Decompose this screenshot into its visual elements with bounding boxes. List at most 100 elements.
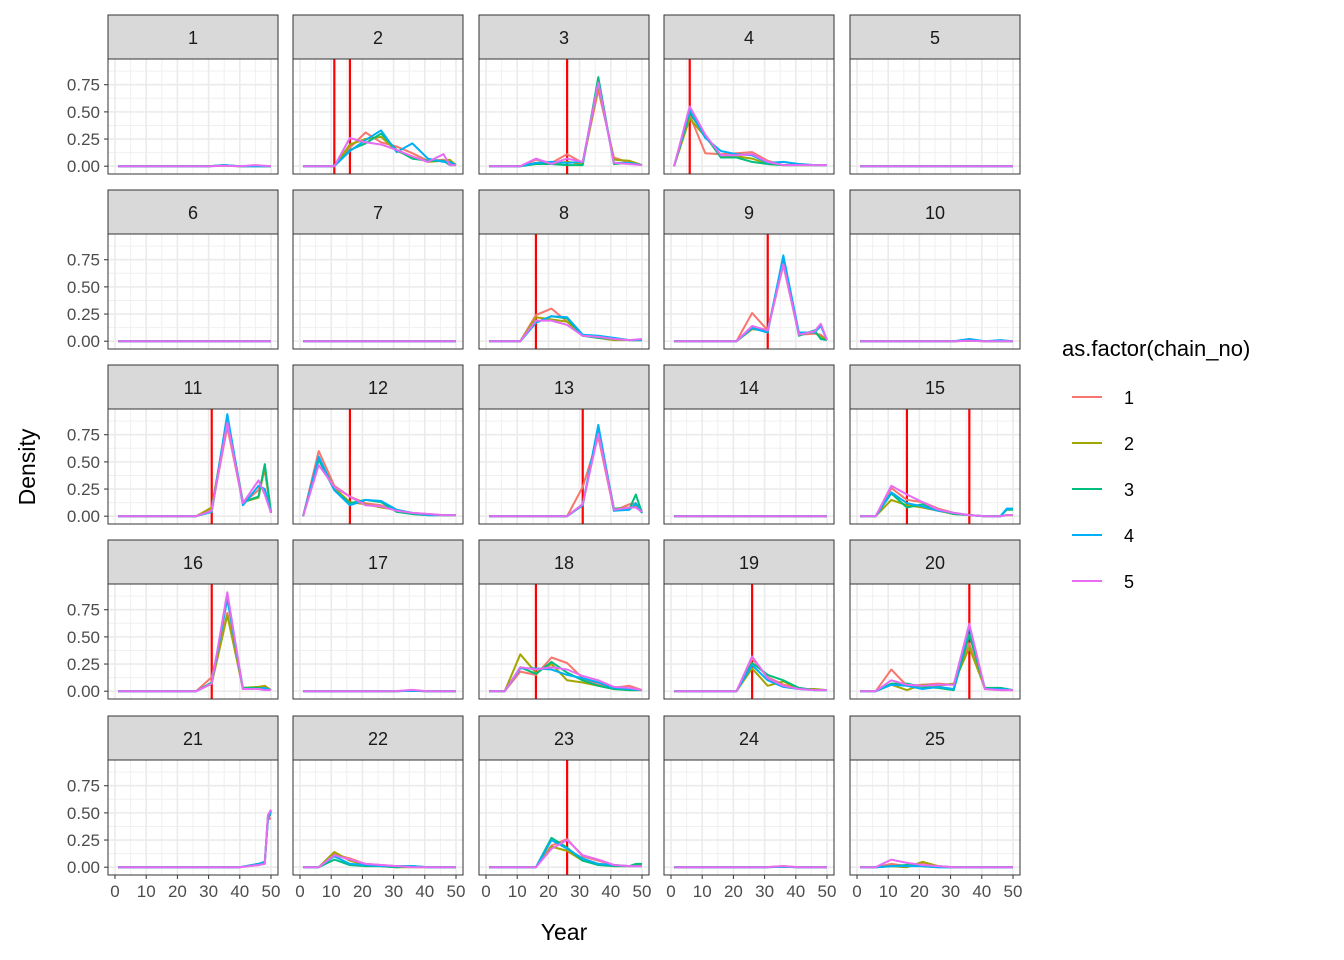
panel-border [292, 233, 464, 350]
facet-strip [107, 715, 279, 761]
x-axis-title: Year [541, 919, 588, 945]
facet-strip-label: 17 [368, 553, 388, 573]
y-tick-label: 0.75 [67, 426, 100, 445]
x-tick-label: 40 [230, 882, 249, 901]
panel-border [663, 583, 835, 700]
facet-strip [663, 539, 835, 585]
facet-panel: 7 [292, 189, 464, 350]
legend-entry: 4 [1072, 526, 1134, 546]
facet-strip [292, 14, 464, 60]
y-tick-label: 0.75 [67, 601, 100, 620]
y-tick-label: 0.50 [67, 453, 100, 472]
x-tick-label: 40 [972, 882, 991, 901]
y-tick-label: 0.50 [67, 804, 100, 823]
facet-strip-label: 18 [554, 553, 574, 573]
y-tick-label: 0.25 [67, 655, 100, 674]
series-line-chain-5 [860, 858, 1013, 869]
facet-strip [663, 715, 835, 761]
facet-panel: 25 [849, 715, 1021, 876]
x-tick-label: 30 [384, 882, 403, 901]
legend-label: 5 [1124, 572, 1134, 592]
facet-panel: 3 [478, 14, 650, 175]
facet-strip [849, 715, 1021, 761]
panel-border [849, 583, 1021, 700]
y-tick-label: 0.75 [67, 76, 100, 95]
series-line-chain-5 [118, 591, 271, 693]
x-tick-label: 0 [481, 882, 490, 901]
facet-strip-label: 14 [739, 378, 759, 398]
x-tick-label: 20 [539, 882, 558, 901]
x-tick-label: 50 [1004, 882, 1023, 901]
facet-strip-label: 19 [739, 553, 759, 573]
y-tick-label: 0.50 [67, 103, 100, 122]
panel-grid [664, 409, 834, 524]
panel-grid [479, 234, 649, 349]
panel-border [663, 58, 835, 175]
facet-strip [663, 14, 835, 60]
series-line-chain-5 [303, 688, 456, 693]
legend-entry: 1 [1072, 388, 1134, 408]
x-axes: 0 10 20 30 40 50 0 10 20 30 40 50 0 10 20 30 40 50 0 10 20 30… [110, 875, 1022, 901]
facet-strip-label: 3 [559, 28, 569, 48]
panel-border [107, 408, 279, 525]
legend-label: 4 [1124, 526, 1134, 546]
panel-border [849, 233, 1021, 350]
panel-grid [108, 409, 278, 524]
y-axes: 0.00 0.25 0.50 0.75 0.00 0.25 0.50 0.75 0.00 0.25… [67, 76, 108, 877]
panel-grid [293, 234, 463, 349]
facet-strip-label: 24 [739, 729, 759, 749]
x-tick-label: 50 [633, 882, 652, 901]
y-tick-label: 0.75 [67, 777, 100, 796]
series-line-chain-5 [118, 809, 272, 869]
facet-strip-label: 13 [554, 378, 574, 398]
x-tick-label: 20 [910, 882, 929, 901]
y-tick-label: 0.25 [67, 831, 100, 850]
y-tick-label: 0.00 [67, 157, 100, 176]
x-tick-label: 10 [879, 882, 898, 901]
facet-panel: 21 [107, 715, 279, 876]
facet-panel: 14 [663, 364, 835, 525]
panel-border [849, 58, 1021, 175]
x-tick-label: 50 [262, 882, 281, 901]
series-line-chain-5 [673, 105, 827, 167]
series-line-chain-5 [118, 421, 272, 518]
x-tick-label: 40 [415, 882, 434, 901]
legend-label: 1 [1124, 388, 1134, 408]
x-tick-label: 20 [353, 882, 372, 901]
facet-panel: 22 [292, 715, 464, 876]
facet-strip-label: 20 [925, 553, 945, 573]
facet-panel: 20 [849, 539, 1021, 700]
panel-border [849, 408, 1021, 525]
legend-label: 3 [1124, 480, 1134, 500]
facet-strip-label: 5 [930, 28, 940, 48]
panel-border [107, 58, 279, 175]
x-tick-label: 10 [693, 882, 712, 901]
x-tick-label: 0 [295, 882, 304, 901]
facet-strip-label: 7 [373, 203, 383, 223]
facet-panel: 6 [107, 189, 279, 350]
panel-border [107, 583, 279, 700]
facet-strip [478, 189, 650, 235]
facet-panel: 19 [663, 539, 835, 700]
panel-grid [293, 409, 463, 524]
panel-border [478, 583, 650, 700]
x-tick-label: 10 [508, 882, 527, 901]
facet-panel: 16 [107, 539, 279, 700]
facet-panel: 23 [478, 715, 650, 876]
facet-strip [292, 189, 464, 235]
facet-strip-label: 6 [188, 203, 198, 223]
y-tick-label: 0.25 [67, 130, 100, 149]
y-tick-label: 0.00 [67, 507, 100, 526]
facet-strip [107, 364, 279, 410]
x-tick-label: 20 [168, 882, 187, 901]
panel-border [478, 759, 650, 876]
facet-strip-label: 22 [368, 729, 388, 749]
x-tick-label: 30 [941, 882, 960, 901]
facet-panel: 2 [292, 14, 464, 175]
series-line-chain-5 [489, 81, 643, 168]
facet-strip [663, 189, 835, 235]
facet-strip [478, 539, 650, 585]
series-line-chain-5 [303, 137, 456, 168]
series-line-chain-5 [489, 839, 642, 869]
